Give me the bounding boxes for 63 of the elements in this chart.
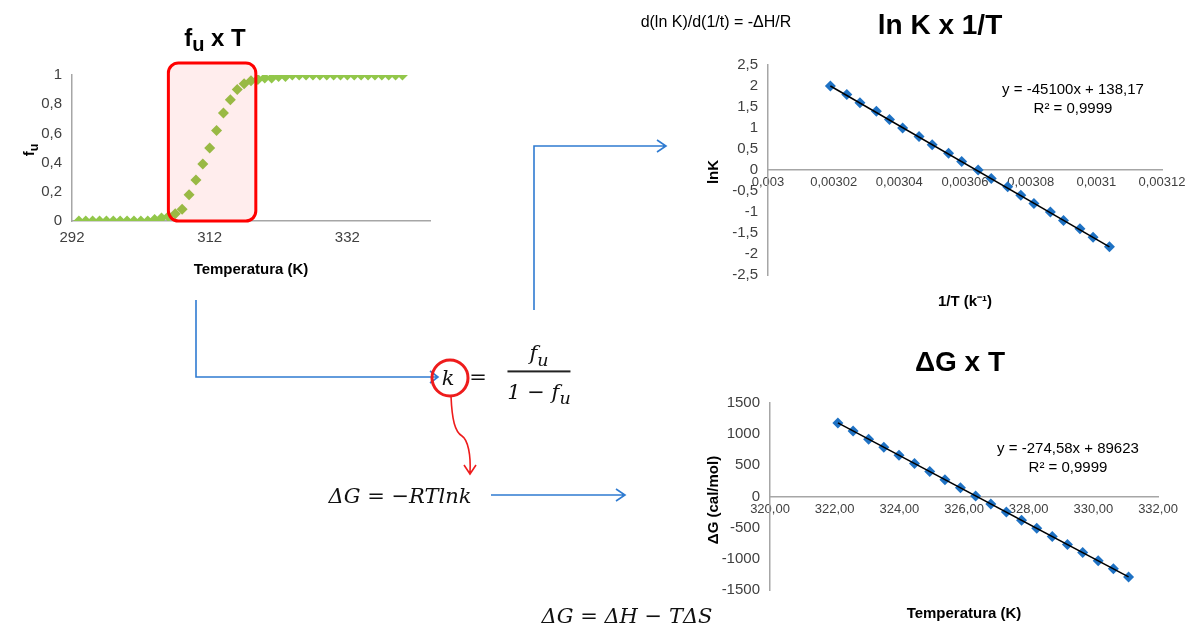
text: = [469,365,487,389]
y-tick-label: -2,5 [732,265,758,283]
x-tick-label: 0,00304 [875,174,923,190]
point [224,94,236,106]
x-tick-label: 0,00308 [1007,174,1055,190]
y-tick-label: 0 [749,160,758,178]
chart-title: f$_{u}$ x T [184,23,246,57]
x-tick-label: 0,00312 [1138,174,1186,190]
y-tick-label: 0,2 [41,181,62,199]
y-tick-label: -2 [744,244,758,262]
x-tick-label: 332 [334,228,360,246]
x-tick-label: 0,00302 [810,174,858,190]
y-tick-label: 1 [53,65,62,83]
x-tick-label: 332,00 [1138,500,1178,516]
y-tick-label: 0,6 [41,123,62,141]
x-axis-title: 1/T (k⁻¹) [937,291,993,310]
y-tick-label: -1000 [721,548,760,566]
y-tick-label: -1500 [721,580,760,598]
y-tick-label: -500 [729,517,760,535]
point [197,158,209,170]
y-axis-title: ΔG (cal/mol) [703,455,721,545]
y-tick-label: 1 [749,118,758,136]
x-tick-label: 0,00306 [941,174,989,190]
annotation: R² = 0,9999 [1033,98,1113,116]
annotation: R² = 0,9999 [1028,457,1108,475]
text: ΔG = ΔH − TΔS [541,604,713,628]
point [217,107,229,119]
y-tick-label: -1,5 [732,223,758,241]
point [211,124,223,136]
x-tick-label: 330,00 [1073,500,1114,516]
y-tick-label: 2,5 [737,55,758,73]
point [204,142,216,154]
x-tick-label: 326,00 [944,500,984,516]
y-tick-label: 0,5 [737,139,758,157]
x-axis-title: Temperatura (K) [906,603,1022,621]
annotation: y = -274,58x + 89623 [997,438,1139,456]
y-tick-label: 2 [749,76,758,94]
y-tick-label: 0,8 [41,94,62,112]
y-axis-title: lnK [703,159,721,185]
y-tick-label: 1000 [726,424,760,442]
y-tick-label: 1500 [726,393,760,411]
text: 1 − f$_{u}$ [507,379,571,409]
y-tick-label: 1,5 [737,97,758,115]
y-tick-label: 0 [53,211,62,229]
x-tick-label: 312 [197,228,223,246]
x-tick-label: 292 [59,228,85,246]
chart-title: ln K x 1/T [877,9,1003,41]
x-tick-label: 322,00 [814,500,855,516]
point [231,84,243,96]
text: ΔG = −RTlnk [328,484,472,508]
y-tick-label: -1 [744,202,758,220]
text: d(ln K)/d(1/t) = -ΔH/R [640,13,792,31]
text: k [441,366,455,390]
x-tick-label: 0,0031 [1076,174,1117,190]
annotation: y = -45100x + 138,17 [1002,79,1144,97]
x-axis-title: Temperatura (K) [193,259,309,277]
x-tick-label: 324,00 [879,500,920,516]
y-tick-label: 500 [734,455,760,473]
text: f$_{u}$ [507,341,571,373]
point [190,174,202,186]
y-tick-label: 0,4 [41,152,62,170]
x-tick-label: 328,00 [1008,500,1049,516]
chart-title: ΔG x T [914,346,1006,378]
